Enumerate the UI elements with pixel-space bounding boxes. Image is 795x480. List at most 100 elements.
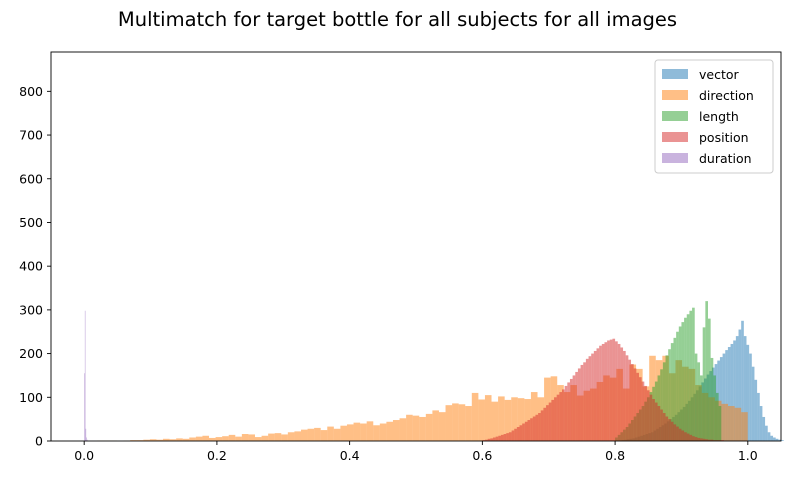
bar-position <box>583 362 586 441</box>
bar-position <box>546 405 549 441</box>
y-tick-label: 700 <box>19 128 43 143</box>
bar-direction <box>445 405 453 441</box>
bar-position <box>580 364 584 441</box>
bar-position <box>575 371 578 441</box>
bar-position <box>522 423 525 441</box>
bar-position <box>686 433 690 441</box>
bar-vector <box>767 432 771 441</box>
bar-direction <box>452 403 459 441</box>
bar-position <box>654 402 658 441</box>
bar-vector <box>719 357 723 441</box>
bar-direction <box>182 438 190 441</box>
bar-position <box>498 435 501 441</box>
bar-direction <box>228 434 236 441</box>
bar-direction <box>149 439 157 441</box>
bar-vector <box>746 344 750 441</box>
bar-direction <box>346 424 354 441</box>
bar-direction <box>373 425 380 441</box>
bar-direction <box>156 439 164 441</box>
bar-direction <box>169 439 177 441</box>
bar-direction <box>498 396 505 441</box>
bar-direction <box>728 406 735 441</box>
bar-direction <box>261 435 269 441</box>
bar-direction <box>176 438 183 441</box>
bar-length <box>686 314 690 441</box>
bar-position <box>567 382 570 441</box>
bar-position <box>607 340 610 441</box>
bar-position <box>700 438 703 441</box>
legend: vector direction length position duration <box>654 59 774 174</box>
bar-direction <box>432 410 439 441</box>
y-tick-label: 600 <box>19 171 43 186</box>
x-tick-label: 0.2 <box>207 448 227 463</box>
series-position <box>482 338 748 441</box>
bar-position <box>697 437 701 441</box>
bar-position <box>681 430 685 441</box>
bar-vector <box>765 425 768 441</box>
legend-swatch-direction <box>662 90 688 100</box>
x-axis-ticks: 0.0 0.2 0.4 0.6 0.8 1.0 <box>74 441 758 463</box>
bar-vector <box>749 353 752 441</box>
bar-vector <box>730 343 734 441</box>
bar-direction <box>333 428 341 441</box>
bar-direction <box>274 433 282 441</box>
bar-vector <box>757 392 760 441</box>
bar-position <box>506 433 509 441</box>
bar-length <box>681 322 685 441</box>
bar-position <box>492 437 496 441</box>
bar-vector <box>733 340 736 441</box>
bar-position <box>596 348 600 441</box>
bar-length <box>713 375 716 441</box>
bar-length <box>692 307 695 441</box>
bar-position <box>615 341 618 441</box>
bar-position <box>551 399 555 441</box>
bar-direction <box>491 401 499 441</box>
x-tick-label: 0.6 <box>472 448 492 463</box>
bar-position <box>585 358 589 441</box>
bar-position <box>519 425 523 441</box>
bar-direction <box>307 428 315 441</box>
bar-vector <box>778 439 781 441</box>
bar-duration <box>86 439 88 441</box>
legend-label-length: length <box>699 109 739 124</box>
bar-position <box>652 399 655 441</box>
bar-position <box>628 359 632 441</box>
bar-vector <box>781 440 784 441</box>
legend-swatch-duration <box>662 153 688 163</box>
bar-vector <box>722 353 726 441</box>
bar-direction <box>241 434 249 441</box>
bar-position <box>591 353 594 441</box>
legend-swatch-position <box>662 132 688 142</box>
bar-position <box>641 381 645 441</box>
bar-vector <box>743 336 747 441</box>
bar-length <box>715 392 719 441</box>
bar-position <box>532 416 536 441</box>
y-tick-label: 500 <box>19 215 43 230</box>
y-tick-label: 0 <box>35 434 43 449</box>
bar-length <box>670 343 674 441</box>
bar-direction <box>360 423 367 441</box>
bar-position <box>524 421 528 441</box>
bar-position <box>508 432 512 441</box>
bar-duration <box>86 437 87 441</box>
bar-position <box>673 424 677 441</box>
bar-position <box>511 430 515 441</box>
bar-vector <box>751 366 755 441</box>
chart-title: Multimatch for target bottle for all sub… <box>117 8 678 31</box>
legend-label-direction: direction <box>699 88 754 103</box>
bar-length <box>668 349 671 441</box>
bar-direction <box>353 422 361 441</box>
bar-vector <box>738 329 742 441</box>
bar-position <box>593 350 597 441</box>
legend-label-position: position <box>699 130 749 145</box>
bar-direction <box>268 433 275 441</box>
bar-position <box>599 345 602 441</box>
bar-direction <box>209 437 216 441</box>
bar-direction <box>300 429 308 441</box>
bar-length <box>708 318 711 441</box>
bar-position <box>495 436 499 441</box>
y-tick-label: 200 <box>19 346 43 361</box>
bar-vector <box>717 360 720 441</box>
bar-direction <box>314 427 321 441</box>
bar-direction <box>379 423 387 441</box>
